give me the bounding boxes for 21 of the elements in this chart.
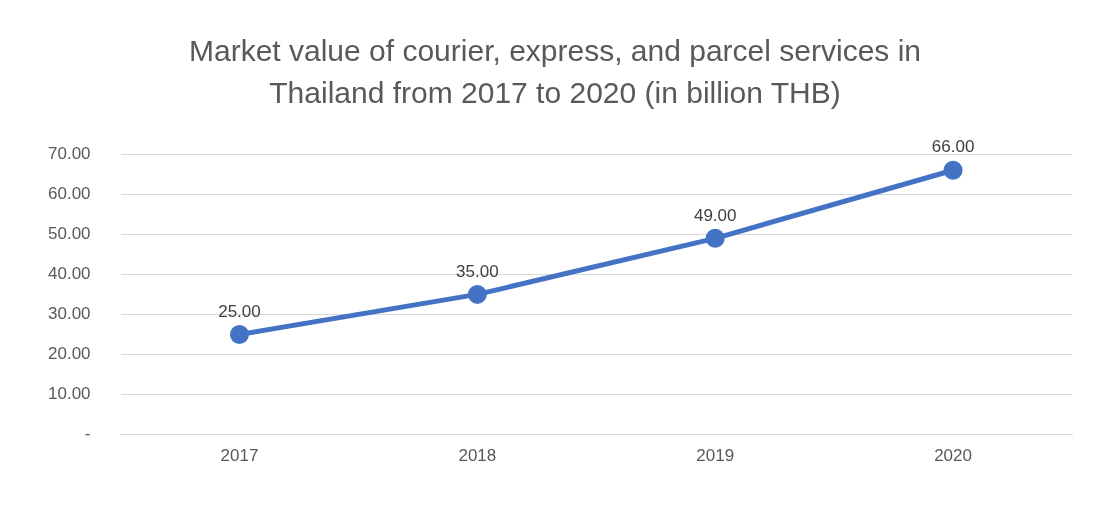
point	[467, 284, 487, 304]
y-tick-label: 20.00	[47, 344, 91, 364]
y-tick-label: 70.00	[47, 143, 91, 163]
y-tick-label: 50.00	[47, 224, 91, 243]
point	[229, 324, 249, 344]
point	[705, 228, 725, 248]
y-tick-label: 60.00	[47, 183, 91, 203]
data-label: 66.00	[931, 137, 975, 157]
y-tick-label: 10.00	[47, 384, 91, 404]
x-tick-label: 2017	[220, 446, 259, 466]
y-tick-label: -	[84, 424, 91, 444]
y-tick-label: 30.00	[47, 304, 91, 324]
data-label: 25.00	[218, 301, 261, 321]
y-tick-label: 40.00	[47, 264, 91, 284]
x-tick-label: 2020	[934, 446, 972, 466]
point	[943, 160, 963, 180]
data-label: 35.00	[456, 261, 499, 281]
data-label: 49.00	[693, 205, 737, 225]
chart-title: Market value of courier, express, and parcel services in Thailand from 2017 to 2020 (in billion THB)	[188, 33, 922, 111]
x-tick-label: 2018	[458, 446, 497, 466]
x-tick-label: 2019	[696, 446, 735, 466]
